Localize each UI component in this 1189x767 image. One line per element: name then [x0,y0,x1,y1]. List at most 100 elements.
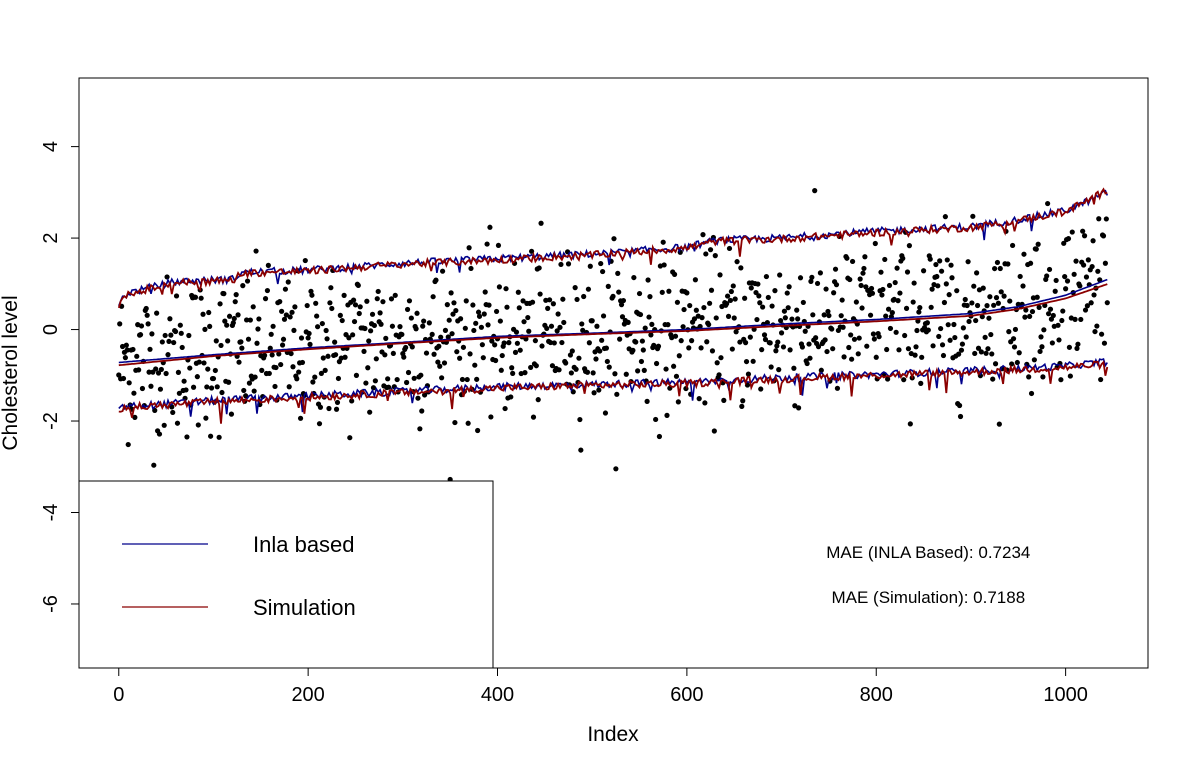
data-point [812,188,818,194]
data-point [847,276,853,283]
data-point [787,347,793,353]
data-point [312,374,318,380]
data-point [846,344,852,351]
data-point [446,317,452,323]
data-point [419,408,425,414]
data-point [913,344,919,350]
data-point [1094,323,1100,329]
data-point [449,331,455,337]
data-point [1075,341,1081,347]
data-point [230,320,236,326]
data-point [1012,326,1019,333]
data-point [756,293,762,299]
data-point [563,360,569,366]
data-point [949,275,955,281]
data-point [659,289,665,295]
data-point [833,282,840,288]
data-point [813,335,819,341]
data-point [512,349,519,355]
data-point [339,317,345,324]
data-point [132,414,138,420]
data-point [162,332,168,339]
data-point [773,348,779,354]
data-point [895,298,901,304]
data-point [640,347,646,353]
data-point [983,350,989,356]
data-point [444,302,450,308]
data-point [451,300,457,306]
data-point [759,347,765,353]
data-point [273,364,279,371]
data-point [960,325,966,331]
data-point [291,327,297,333]
data-point [772,288,778,294]
data-point [468,265,474,272]
data-point [768,364,774,370]
data-point [699,315,705,321]
data-point [971,283,977,289]
y-tick-label: 2 [40,233,62,244]
data-point [492,342,498,348]
data-point [1061,240,1067,246]
data-point [639,338,645,344]
data-point [823,286,829,292]
data-point [460,344,467,350]
data-point [681,306,687,313]
data-point [1085,257,1091,263]
data-point [551,340,557,346]
data-point [195,422,201,428]
data-point [642,325,648,331]
data-point [361,348,367,354]
data-point [696,396,702,402]
x-tick-label: 0 [113,684,124,706]
data-point [1090,238,1096,244]
mae-inla-annotation: MAE (INLA Based): 0.7234 [826,543,1030,562]
data-point [1099,331,1105,337]
data-point [750,358,756,364]
data-point [389,323,396,329]
data-point [885,306,892,312]
data-point [259,367,265,373]
data-point [1049,340,1055,346]
data-point [439,268,446,274]
data-point [704,339,710,345]
data-point [372,378,378,384]
data-point [992,265,998,272]
data-point [825,308,831,315]
data-point [126,380,132,386]
data-point [738,265,744,271]
data-point [289,309,295,315]
data-point [243,393,249,399]
data-point [513,329,520,335]
data-point [212,367,218,374]
data-point [282,286,289,292]
data-point [900,255,906,261]
data-point [546,297,553,303]
data-point [516,305,522,311]
data-point [474,376,480,382]
data-point [171,339,177,346]
data-point [781,308,788,314]
data-point [758,386,764,392]
data-point [802,328,808,334]
data-point [726,245,733,252]
data-point [784,290,790,296]
data-point [707,247,714,253]
data-point [417,426,423,432]
data-point [817,270,823,276]
data-point [278,361,284,368]
data-point [1027,313,1033,320]
data-point [743,358,750,365]
data-point [307,341,313,347]
data-point [166,338,172,345]
data-point [228,411,235,417]
data-point [616,289,622,295]
data-point [208,385,215,391]
data-point [776,367,782,373]
data-point [1044,273,1050,279]
data-point [480,355,486,361]
data-point [937,258,943,264]
data-point [308,288,314,294]
data-point [241,387,247,394]
data-point [305,335,311,341]
